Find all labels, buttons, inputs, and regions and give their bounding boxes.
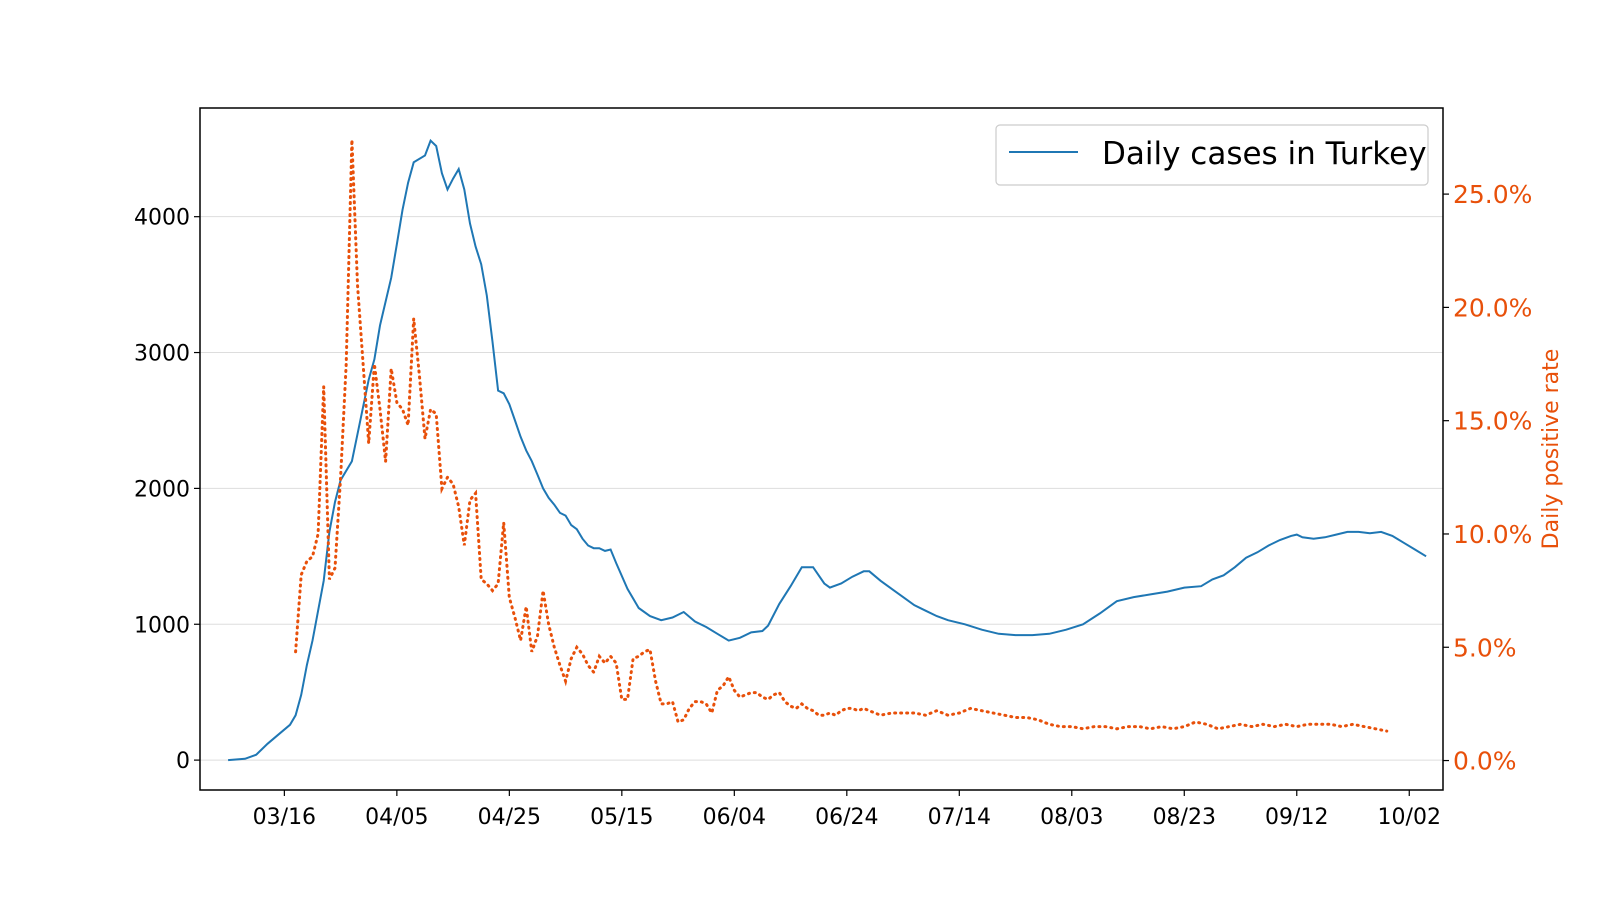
x-axis: 03/16 04/05 04/25 05/15 06/04 06/24 07/14 08/03… (253, 790, 1441, 830)
y-right-tick-label: 20.0% (1453, 293, 1532, 322)
x-tick-label: 06/04 (703, 805, 766, 830)
y-axis-right-label: Daily positive rate (1539, 349, 1564, 550)
y-right-tick-label: 15.0% (1453, 407, 1532, 436)
y-axis-right: 0.0% 5.0% 10.0% 15.0% 20.0% 25.0% (1443, 180, 1532, 776)
y-left-tick-label: 4000 (134, 206, 190, 231)
plot-frame (199, 107, 1444, 791)
y-left-tick-label: 2000 (134, 477, 190, 502)
x-tick-label: 08/03 (1040, 805, 1103, 830)
x-tick-label: 10/02 (1378, 805, 1441, 830)
y-right-tick-label: 25.0% (1453, 180, 1532, 209)
x-tick-label: 07/14 (928, 805, 991, 830)
x-tick-label: 03/16 (253, 805, 316, 830)
y-axis-left: 0 1000 2000 3000 4000 (134, 206, 200, 774)
x-tick-label: 05/15 (590, 805, 653, 830)
x-tick-label: 04/05 (365, 805, 428, 830)
gridlines (200, 216, 1443, 761)
y-left-tick-label: 3000 (134, 342, 190, 367)
y-right-tick-label: 10.0% (1453, 520, 1532, 549)
legend-box (995, 124, 1429, 186)
x-tick-label: 09/12 (1265, 805, 1328, 830)
series-line-daily-cases (228, 138, 1427, 762)
x-tick-label: 06/24 (815, 805, 878, 830)
plot-series (228, 138, 1427, 762)
y-right-tick-label: 5.0% (1453, 633, 1517, 662)
y-left-tick-label: 1000 (134, 613, 190, 638)
y-left-tick-label: 0 (176, 749, 190, 774)
legend-label-daily-cases: Daily cases in Turkey (1102, 136, 1427, 172)
x-tick-label: 04/25 (478, 805, 541, 830)
legend: Daily cases in Turkey (995, 124, 1429, 186)
series-line-daily-positive-rate (294, 139, 1389, 733)
y-right-tick-label: 0.0% (1453, 747, 1517, 776)
x-tick-label: 08/23 (1153, 805, 1216, 830)
